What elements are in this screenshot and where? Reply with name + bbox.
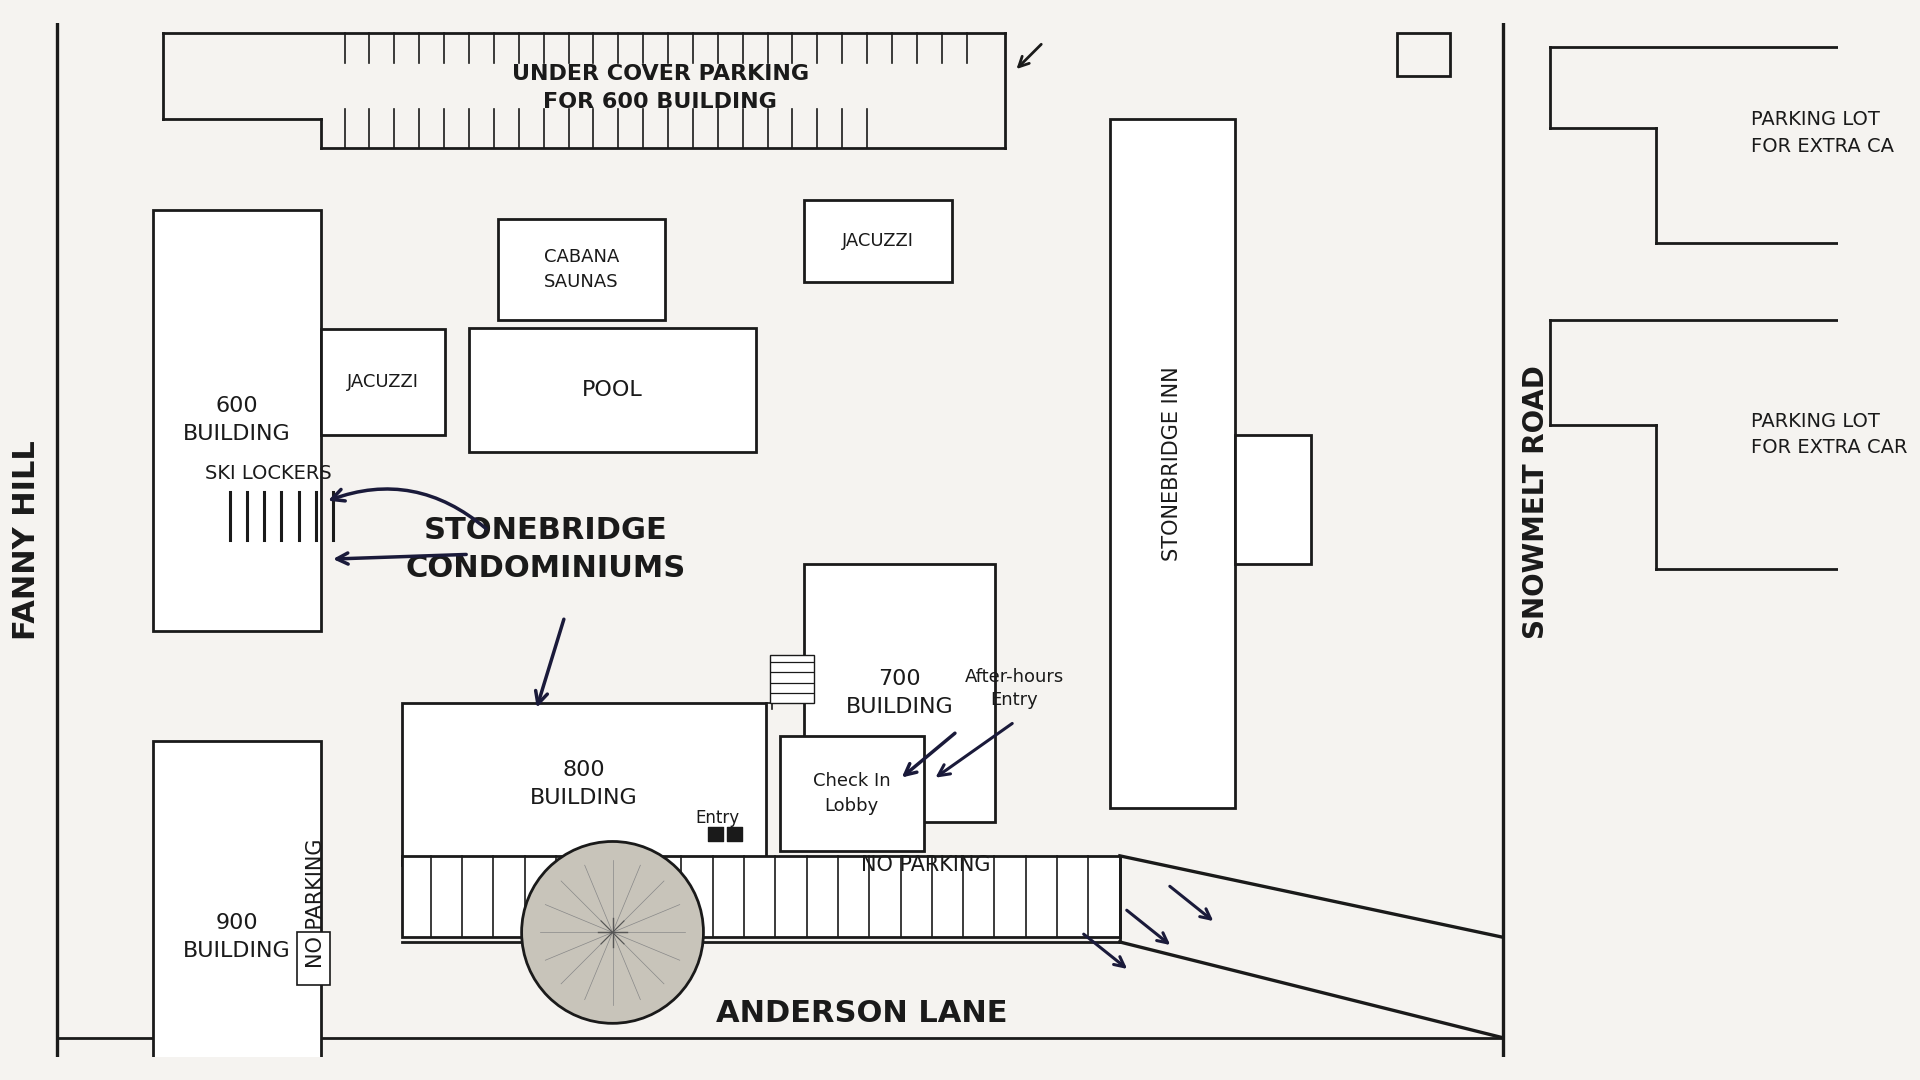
Text: CABANA
SAUNAS: CABANA SAUNAS: [543, 248, 618, 292]
Text: PARKING LOT
FOR EXTRA CA: PARKING LOT FOR EXTRA CA: [1751, 110, 1895, 156]
Text: POOL: POOL: [582, 380, 643, 400]
Text: STONEBRIDGE INN: STONEBRIDGE INN: [1162, 366, 1183, 561]
Bar: [770, 654, 814, 703]
Bar: [780, 737, 924, 851]
Text: SNOWMELT ROAD: SNOWMELT ROAD: [1523, 365, 1549, 638]
Circle shape: [522, 841, 703, 1024]
Text: JACUZZI: JACUZZI: [348, 373, 419, 391]
Bar: [321, 329, 445, 435]
Text: 900
BUILDING: 900 BUILDING: [182, 914, 290, 961]
Text: FANNY HILL: FANNY HILL: [12, 441, 42, 639]
Bar: [154, 210, 321, 631]
Text: After-hours
Entry: After-hours Entry: [966, 667, 1064, 710]
Bar: [468, 327, 756, 451]
Text: Entry: Entry: [695, 809, 739, 826]
Bar: [401, 703, 766, 865]
Text: Check In
Lobby: Check In Lobby: [812, 772, 891, 815]
Bar: [1398, 32, 1450, 76]
Text: 800
BUILDING: 800 BUILDING: [530, 760, 637, 808]
Text: NO PARKING: NO PARKING: [862, 855, 991, 876]
Bar: [401, 855, 1119, 937]
Bar: [1235, 435, 1311, 564]
Bar: [154, 741, 321, 1080]
Text: PARKING LOT
FOR EXTRA CAR: PARKING LOT FOR EXTRA CAR: [1751, 411, 1908, 458]
Text: JACUZZI: JACUZZI: [843, 232, 914, 249]
Bar: [497, 219, 664, 320]
Text: 700
BUILDING: 700 BUILDING: [847, 670, 954, 717]
Text: ANDERSON LANE: ANDERSON LANE: [716, 999, 1008, 1028]
Bar: [1110, 119, 1235, 808]
Text: SKI LOCKERS: SKI LOCKERS: [205, 463, 332, 483]
Text: 600
BUILDING: 600 BUILDING: [182, 396, 290, 444]
Text: NO PARKING: NO PARKING: [305, 839, 326, 969]
Bar: [804, 200, 952, 282]
Bar: [804, 564, 995, 822]
Text: UNDER COVER PARKING
FOR 600 BUILDING: UNDER COVER PARKING FOR 600 BUILDING: [513, 64, 808, 112]
Bar: [298, 932, 330, 985]
Text: STONEBRIDGE
CONDOMINIUMS: STONEBRIDGE CONDOMINIUMS: [405, 516, 685, 583]
